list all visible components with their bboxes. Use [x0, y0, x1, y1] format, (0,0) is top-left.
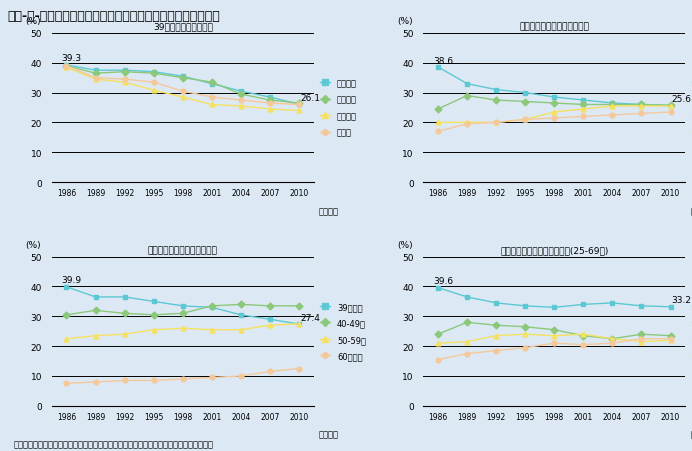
Text: (%): (%)	[26, 241, 42, 249]
Text: (%): (%)	[397, 241, 413, 249]
Title: 国立大学教員の年齢階層構造: 国立大学教員の年齢階層構造	[148, 246, 218, 255]
Legend: 国立大学, 公立大学, 私立大学, 全大学: 国立大学, 公立大学, 私立大学, 全大学	[320, 79, 357, 138]
Legend: 39歳以下, 40-49歳, 50-59歳, 60歳以上: 39歳以下, 40-49歳, 50-59歳, 60歳以上	[320, 302, 366, 361]
Text: 25.6: 25.6	[671, 95, 691, 104]
Text: 33.2: 33.2	[671, 296, 691, 305]
Title: 私立大学教員の年齢階層構造: 私立大学教員の年齢階層構造	[519, 23, 589, 32]
Text: （年度）: （年度）	[691, 430, 692, 439]
Text: 39.3: 39.3	[62, 54, 82, 63]
Text: 39.6: 39.6	[433, 276, 453, 285]
Text: （年度）: （年度）	[319, 430, 339, 439]
Text: 38.6: 38.6	[433, 56, 453, 65]
Text: 資料：文部科学省「学校教員統計調査」に基づき科学技術・学術政策研究所において集計: 資料：文部科学省「学校教員統計調査」に基づき科学技術・学術政策研究所において集計	[14, 440, 214, 449]
Title: 39歳以下本務教員比率: 39歳以下本務教員比率	[153, 23, 212, 32]
Text: 第１-１-９図／大学における年齢階層別の本務教員比率の推移: 第１-１-９図／大学における年齢階層別の本務教員比率の推移	[7, 9, 219, 23]
Text: (%): (%)	[26, 18, 42, 26]
Text: 39.9: 39.9	[62, 276, 82, 285]
Text: （年度）: （年度）	[319, 207, 339, 216]
Text: （年度）: （年度）	[691, 207, 692, 216]
Text: (%): (%)	[397, 18, 413, 26]
Text: 26.1: 26.1	[300, 94, 320, 102]
Title: 日本の人口の年齢階層別比率(25-69歳): 日本の人口の年齢階層別比率(25-69歳)	[500, 246, 608, 255]
Text: 27.4: 27.4	[300, 313, 320, 322]
